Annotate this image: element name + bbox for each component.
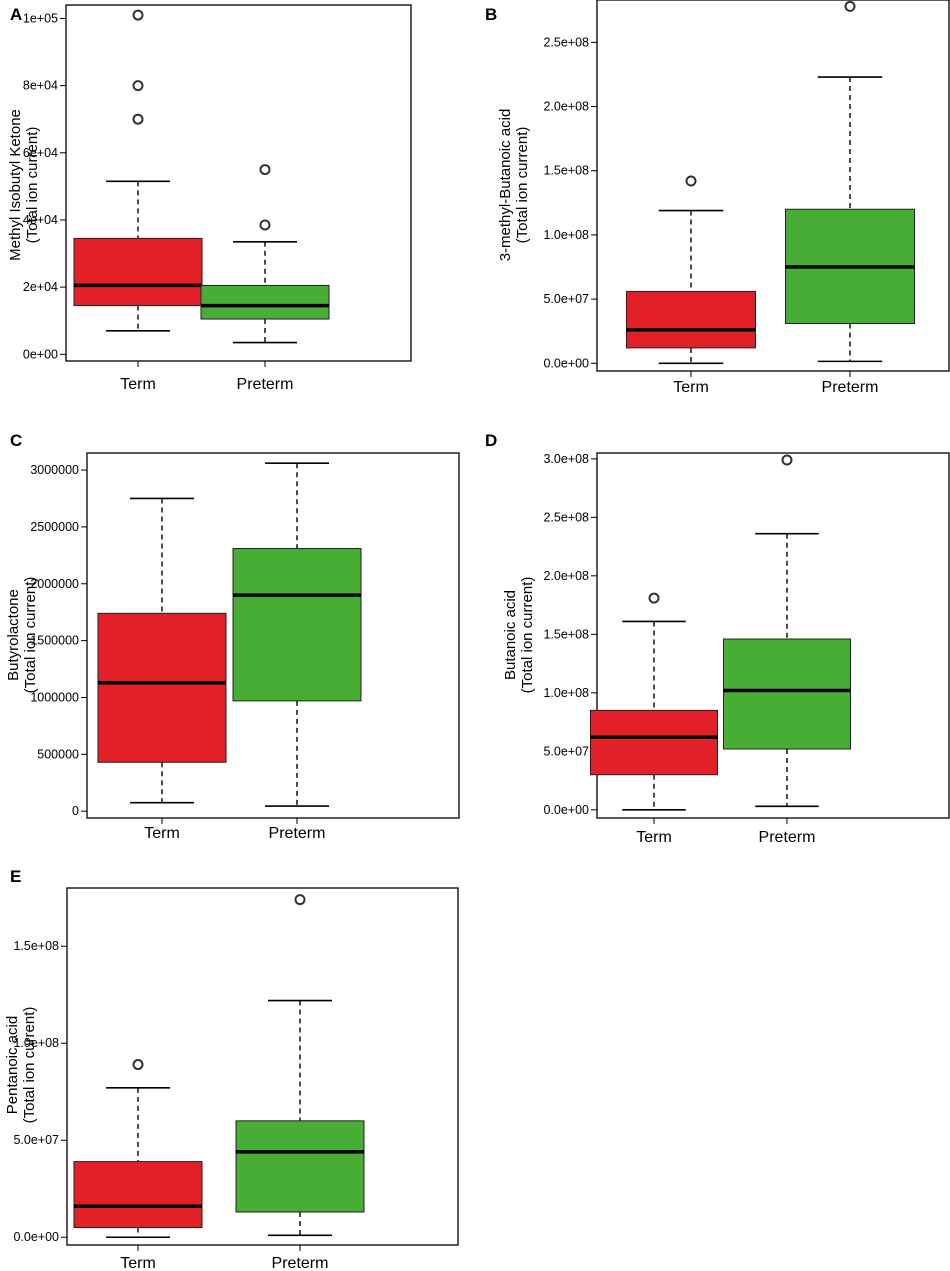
y-tick-label: 1000000 [30,690,79,704]
x-category-label: Term [673,379,709,396]
y-tick-label: 2.5e+08 [543,35,589,49]
y-axis-label-line1: Pentanoic acid [4,1016,21,1114]
preterm-box [723,638,851,750]
term-outlier [132,9,144,21]
x-category-label: Term [120,376,156,393]
y-tick-label: 0e+00 [23,347,58,361]
preterm-box [232,548,362,702]
preterm-outlier [781,454,793,466]
x-category-label: Term [636,829,672,846]
preterm-box [235,1120,365,1213]
preterm-outlier [259,219,271,231]
panel-b: B 0.0e+00 5.0e+07 1.0e+08 1.5e+08 2.0e+08 2.5e… [485,0,950,396]
plot-frame [596,0,950,372]
y-tick-label: 1.5e+08 [543,627,589,641]
y-tick-label: 1.5e+08 [13,939,59,953]
preterm-outlier [844,0,856,12]
y-tick-label: 2.0e+08 [543,100,589,114]
y-tick-label: 1500000 [30,634,79,648]
term-outlier [685,175,697,187]
y-tick-label: 6e+04 [23,146,58,160]
y-axis-label-line2: (Total ion current) [22,577,39,694]
term-box [73,1161,203,1229]
plot-frame [66,887,459,1246]
y-tick-label: 2000000 [30,577,79,591]
y-axis-label: 3-methyl-Butanoic acid(Total ion current… [497,109,531,262]
x-category-label: Term [144,825,180,842]
y-tick-label: 2.5e+08 [543,510,589,524]
y-axis-label: Butanoic acid(Total ion current) [502,577,536,694]
panel-letter: D [485,431,497,450]
panel-letter: B [485,5,497,24]
y-axis-label-line1: Methyl Isobutyl Ketone [7,109,24,261]
x-category-label: Preterm [759,829,816,846]
x-category-label: Preterm [237,376,294,393]
y-axis-label: Methyl Isobutyl Ketone(Total ion current… [7,109,41,261]
panel-letter: E [10,867,21,886]
y-tick-label: 1.0e+08 [13,1036,59,1050]
panel-e: E 0.0e+00 5.0e+07 1.0e+08 1.5e+08 Pentanoic a… [4,867,459,1271]
preterm-box [200,284,330,320]
plot-frame [86,452,460,819]
y-tick-label: 3000000 [30,463,79,477]
y-tick-label: 0.0e+00 [543,356,589,370]
x-category-label: Term [120,1255,156,1271]
y-tick-label: 3.0e+08 [543,452,589,466]
y-axis-label-line2: (Total ion current) [519,577,536,694]
y-tick-label: 2e+04 [23,280,58,294]
panel-c: C 0 500000 1000000 1500000 2000000 2500000 3000… [5,431,460,842]
term-outlier [648,592,660,604]
y-tick-label: 5.0e+07 [543,744,589,758]
y-axis-label-line1: 3-methyl-Butanoic acid [497,109,514,262]
term-outlier [132,113,144,125]
y-tick-label: 500000 [37,747,79,761]
plot-frame [65,4,412,362]
y-tick-label: 5.0e+07 [543,292,589,306]
y-tick-label: 2.0e+08 [543,569,589,583]
y-tick-label: 0.0e+00 [13,1230,59,1244]
plot-frame [596,452,950,819]
panel-d: D 0.0e+00 5.0e+07 1.0e+08 1.5e+08 2.0e+08 2.5e… [485,431,950,846]
panel-a: A 0e+00 2e+04 4e+04 6e+04 8e+04 1e+05 Methyl Is… [7,4,412,393]
term-box [73,237,203,307]
y-axis-label: Pentanoic acid(Total ion current) [4,1007,38,1124]
y-tick-label: 8e+04 [23,79,58,93]
y-tick-label: 1e+05 [23,11,58,25]
term-outlier [132,80,144,92]
y-axis-label-line2: (Total ion current) [24,127,41,244]
y-tick-label: 5.0e+07 [13,1133,59,1147]
y-axis-label-line2: (Total ion current) [514,127,531,244]
term-outlier [132,1059,144,1071]
panel-letter: C [10,431,22,450]
term-box [97,612,227,763]
preterm-outlier [259,164,271,176]
x-category-label: Preterm [822,379,879,396]
panel-letter: A [10,5,22,24]
y-tick-label: 4e+04 [23,213,58,227]
term-box [590,709,718,776]
y-tick-label: 1.0e+08 [543,228,589,242]
y-axis-label-line2: (Total ion current) [21,1007,38,1124]
y-axis-label-line1: Butanoic acid [502,590,519,680]
y-tick-label: 0 [72,804,79,818]
x-category-label: Preterm [269,825,326,842]
y-axis-label-line1: Butyrolactone [5,589,22,681]
y-tick-label: 0.0e+00 [543,803,589,817]
y-tick-label: 1.5e+08 [543,164,589,178]
y-axis-label: Butyrolactone(Total ion current) [5,577,39,694]
y-tick-label: 2500000 [30,520,79,534]
term-box [626,290,756,349]
y-tick-label: 1.0e+08 [543,686,589,700]
x-category-label: Preterm [272,1255,329,1271]
preterm-outlier [294,894,306,906]
